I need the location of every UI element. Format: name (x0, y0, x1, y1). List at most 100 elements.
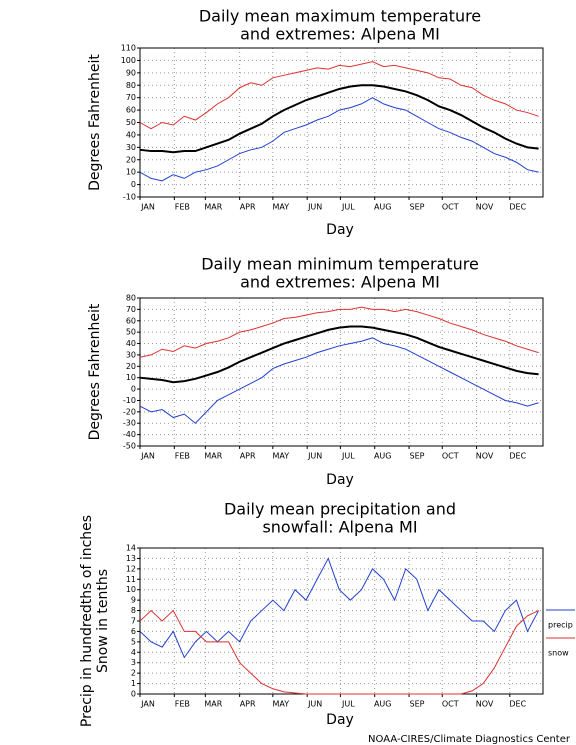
y-tick-label: 0 (131, 690, 136, 699)
x-tick-label: NOV (476, 700, 494, 709)
x-tick-label: JAN (140, 452, 155, 461)
y-tick-label: 4 (131, 648, 136, 657)
series-line (139, 84, 539, 154)
x-tick-label: NOV (476, 452, 494, 461)
y-tick-label: 7 (131, 617, 136, 626)
x-tick-label: JUN (307, 452, 322, 461)
x-tick-label: AUG (374, 700, 392, 709)
x-tick-label: OCT (442, 700, 459, 709)
footer: NOAA-CIRES/Climate Diagnostics Center (368, 734, 571, 745)
series-line (139, 61, 539, 130)
x-tick-label: MAR (204, 700, 222, 709)
y-tick-label: -50 (123, 442, 136, 451)
y-tick-label: -30 (123, 419, 136, 428)
x-tick-label: JUL (341, 700, 355, 709)
y-tick-label: 6 (131, 627, 136, 636)
x-axis-label: Day (326, 222, 354, 238)
x-tick-label: APR (240, 452, 256, 461)
chart-title: Daily mean precipitation and (224, 500, 456, 519)
x-tick-label: OCT (442, 452, 459, 461)
plot-frame (139, 297, 544, 447)
x-tick-label: MAY (273, 452, 290, 461)
y-tick-label: 13 (126, 554, 136, 563)
y-tick-label: 12 (126, 564, 136, 573)
series-line (139, 557, 540, 659)
y-axis-label: Snow in tenths (95, 569, 111, 673)
x-tick-label: DEC (509, 700, 526, 709)
chart-title: and extremes: Alpena MI (240, 25, 440, 44)
legend-label: snow (548, 649, 569, 658)
legend-label: precip (548, 621, 573, 630)
y-tick-label: 2 (131, 669, 136, 678)
y-tick-label: 5 (131, 637, 136, 646)
y-tick-label: 60 (126, 106, 136, 115)
y-tick-label: 50 (126, 328, 136, 337)
y-tick-label: -40 (123, 430, 136, 439)
y-tick-label: 1 (131, 679, 136, 688)
x-tick-label: JUN (307, 203, 322, 212)
series-line (139, 97, 539, 182)
x-tick-label: OCT (442, 203, 459, 212)
x-tick-label: FEB (175, 700, 190, 709)
x-tick-label: MAY (273, 203, 290, 212)
y-tick-label: 14 (126, 544, 136, 553)
y-tick-label: 10 (126, 373, 136, 382)
y-tick-label: 9 (131, 596, 136, 605)
y-tick-label: 10 (126, 585, 136, 594)
x-tick-label: JAN (140, 203, 155, 212)
y-tick-label: 70 (126, 305, 136, 314)
y-tick-label: 60 (126, 316, 136, 325)
y-tick-label: 40 (126, 339, 136, 348)
y-tick-label: 20 (126, 362, 136, 371)
y-tick-label: 20 (126, 155, 136, 164)
x-tick-label: APR (240, 203, 256, 212)
x-tick-label: DEC (509, 203, 526, 212)
x-tick-label: JAN (140, 700, 155, 709)
x-tick-label: AUG (374, 452, 392, 461)
series-line (139, 337, 539, 424)
chart-title: Daily mean minimum temperature (201, 255, 479, 274)
y-tick-label: -10 (123, 193, 136, 202)
y-tick-label: 0 (131, 385, 136, 394)
y-tick-label: 0 (131, 180, 136, 189)
y-tick-label: 50 (126, 118, 136, 127)
series-line (139, 306, 539, 358)
y-axis-label: Degrees Fahrenheit (87, 54, 103, 191)
y-tick-label: 8 (131, 606, 136, 615)
chart-title: and extremes: Alpena MI (240, 273, 440, 292)
y-tick-label: 80 (126, 294, 136, 303)
y-tick-label: 30 (126, 143, 136, 152)
x-axis-label: Day (326, 712, 354, 728)
x-tick-label: APR (240, 700, 256, 709)
y-tick-label: 3 (131, 658, 136, 667)
x-tick-label: NOV (476, 203, 494, 212)
y-tick-label: 80 (126, 81, 136, 90)
y-tick-label: 110 (121, 44, 136, 53)
x-tick-label: MAR (204, 452, 222, 461)
x-tick-label: SEP (410, 203, 425, 212)
y-tick-label: -10 (123, 396, 136, 405)
x-tick-label: FEB (175, 203, 190, 212)
x-tick-label: SEP (410, 700, 425, 709)
x-tick-label: JUN (307, 700, 322, 709)
x-tick-label: JUL (341, 203, 355, 212)
y-tick-label: 30 (126, 350, 136, 359)
x-tick-label: MAR (204, 203, 222, 212)
x-tick-label: JUL (341, 452, 355, 461)
x-tick-label: SEP (410, 452, 425, 461)
y-tick-label: 100 (121, 56, 136, 65)
x-axis-label: Day (326, 472, 354, 488)
x-tick-label: AUG (374, 203, 392, 212)
y-tick-label: 40 (126, 130, 136, 139)
series-line (139, 325, 539, 384)
series-line (139, 609, 539, 695)
y-tick-label: 70 (126, 93, 136, 102)
y-axis-label: Degrees Fahrenheit (87, 303, 103, 440)
chart-title: Daily mean maximum temperature (199, 7, 481, 26)
x-tick-label: FEB (175, 452, 190, 461)
x-tick-label: DEC (509, 452, 526, 461)
y-tick-label: 90 (126, 68, 136, 77)
y-tick-label: 10 (126, 168, 136, 177)
y-tick-label: -20 (123, 407, 136, 416)
